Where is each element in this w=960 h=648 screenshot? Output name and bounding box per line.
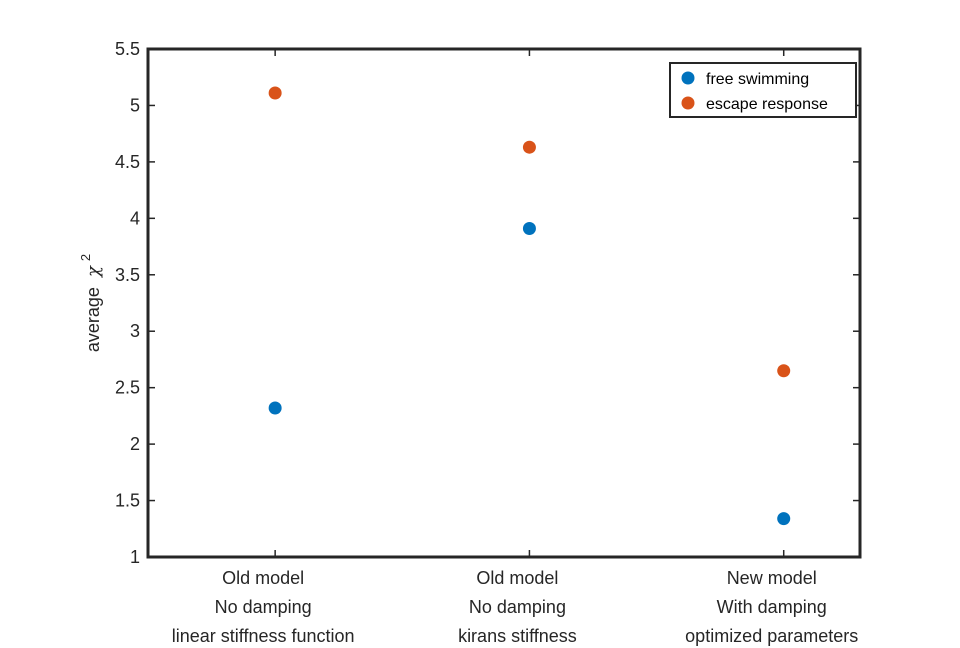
data-point-escape-response <box>522 140 536 154</box>
y-tick-label: 4 <box>130 208 140 228</box>
legend: free swimming escape response <box>669 62 857 118</box>
x-tick-label: Old model No damping kirans stiffness <box>458 568 577 646</box>
y-tick-label: 3 <box>130 321 140 341</box>
data-point-free-swimming <box>522 221 536 235</box>
x-tick-label-line: New model <box>727 568 817 588</box>
data-point-escape-response <box>777 364 791 378</box>
data-point-free-swimming <box>777 512 791 526</box>
x-tick-label-line: With damping <box>717 597 827 617</box>
y-tick-label: 4.5 <box>115 152 140 172</box>
x-tick-label-line: Old model <box>476 568 558 588</box>
x-tick-label-line: linear stiffness function <box>172 626 355 646</box>
y-axis-label: average χ 2 <box>78 254 104 352</box>
legend-box <box>669 62 857 118</box>
y-tick-label: 1 <box>130 547 140 567</box>
y-tick-label: 1.5 <box>115 491 140 511</box>
data-point-free-swimming <box>268 401 282 415</box>
legend-label: free swimming <box>706 71 809 88</box>
x-tick-label-line: Old model <box>222 568 304 588</box>
legend-label: escape response <box>706 96 828 113</box>
y-axis: 1 1.5 2 2.5 3 3.5 4 4.5 5 5.5 <box>115 39 860 567</box>
x-axis: Old model No damping linear stiffness func… <box>172 49 858 646</box>
x-tick-label-line: No damping <box>215 597 312 617</box>
y-axis-label-symbol: χ <box>83 265 104 279</box>
x-tick-label: Old model No damping linear stiffness func… <box>172 568 355 646</box>
y-tick-label: 3.5 <box>115 265 140 285</box>
x-tick-label: New model With damping optimized parameter… <box>685 568 858 646</box>
legend-marker <box>681 71 695 85</box>
x-tick-label-line: optimized parameters <box>685 626 858 646</box>
plot-area <box>146 47 862 559</box>
y-tick-label: 5 <box>130 95 140 115</box>
y-tick-label: 2.5 <box>115 378 140 398</box>
legend-marker <box>681 96 695 110</box>
data-points <box>268 86 791 526</box>
x-tick-label-line: kirans stiffness <box>458 626 577 646</box>
data-point-escape-response <box>268 86 282 100</box>
x-tick-label-line: No damping <box>469 597 566 617</box>
y-tick-label: 2 <box>130 434 140 454</box>
y-axis-label-text: average <box>83 287 103 352</box>
y-axis-label-superscript: 2 <box>78 254 93 261</box>
y-tick-label: 5.5 <box>115 39 140 59</box>
